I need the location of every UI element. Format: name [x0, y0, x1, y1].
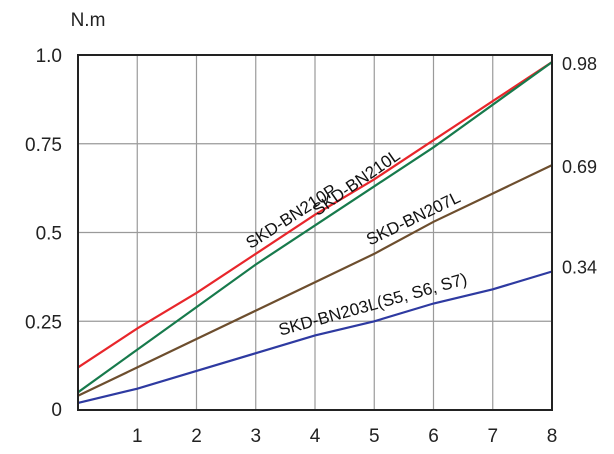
x-tick-label: 1 [132, 426, 143, 447]
end-value-label: 0.98 [562, 54, 597, 74]
series-line-2 [77, 164, 553, 397]
x-tick-label: 2 [191, 426, 202, 447]
series-line-1 [77, 61, 553, 394]
y-tick-label: 0.75 [25, 135, 62, 156]
series-label-3: SKD-BN203L(S5, S6, S7) [276, 269, 469, 339]
series-label-2: SKD-BN207L [363, 188, 463, 250]
series-labels: 0.980.690.34SKD-BN210PSKD-BN210LSKD-BN20… [242, 54, 597, 340]
series-lines [77, 61, 553, 404]
x-tick-label: 5 [369, 426, 380, 447]
grid-lines [78, 55, 552, 410]
x-tick-label: 4 [310, 426, 321, 447]
axis-ticks: 1 2 3 4 5 6 7 8 0 0.25 0.5 0.75 1.0 [25, 46, 557, 447]
y-tick-label: 1.0 [36, 46, 62, 67]
y-unit-label: N.m [71, 10, 106, 31]
series-line-3 [77, 270, 553, 404]
y-tick-label: 0.25 [25, 312, 62, 333]
series-line-0 [77, 61, 553, 369]
x-tick-label: 3 [250, 426, 261, 447]
series-label-1: SKD-BN210L [309, 146, 404, 220]
y-tick-label: 0 [51, 400, 62, 421]
x-tick-label: 7 [487, 426, 498, 447]
x-tick-label: 8 [547, 426, 558, 447]
x-tick-label: 6 [428, 426, 439, 447]
plot-frame [77, 54, 553, 411]
end-value-label: 0.34 [562, 258, 597, 278]
end-value-label: 0.69 [562, 157, 597, 177]
y-tick-label: 0.5 [36, 224, 62, 245]
